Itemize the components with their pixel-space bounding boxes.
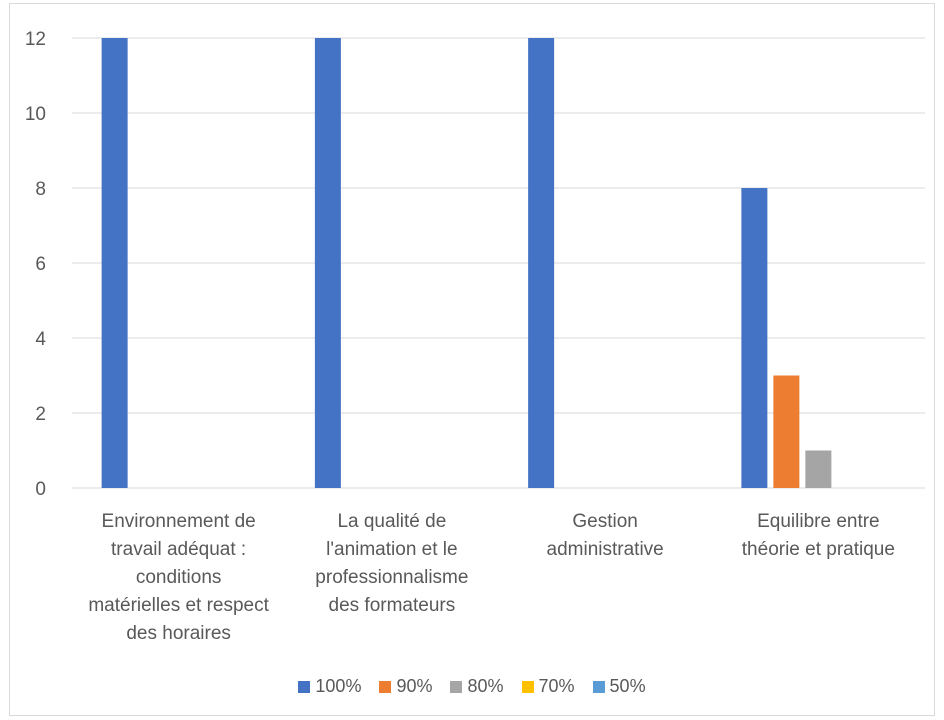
y-axis-tick-labels: 0 2 4 6 8 10 12 [25,29,47,500]
legend-item: 50% [592,676,646,697]
legend-swatch [592,680,605,693]
legend-label: 80% [467,676,504,696]
category-label-line: Gestion [572,511,637,532]
legend-swatch [379,680,392,693]
category-label-line: professionnalisme [315,567,468,588]
chart-frame [9,3,935,716]
category-label-line: l'animation et le [326,539,457,560]
legend-label: 70% [538,676,575,696]
category-label-line: des formateurs [329,595,456,616]
y-tick-label: 4 [35,329,46,350]
bar-90pct-cat4 [773,375,800,488]
legend-item: 70% [521,676,575,697]
legend-swatch [450,680,463,693]
legend-item: 80% [450,676,504,697]
category-label-line: La qualité de [337,511,446,532]
y-tick-label: 6 [35,254,46,275]
category-label-line: matérielles et respect [88,595,269,616]
category-label-line: Environnement de [102,511,256,532]
legend-swatch [521,680,534,693]
y-tick-label: 10 [25,104,46,125]
legend-label: 50% [609,676,646,696]
category-label-line: conditions [136,567,222,588]
legend-item: 100% [298,676,361,697]
category-label-line: travail adéquat : [111,539,246,560]
legend-item: 90% [379,676,432,697]
bar-100pct-cat1 [101,38,128,488]
legend: 100% 90% 80% 70% 50% [0,676,944,697]
bar-100pct-cat3 [528,38,555,488]
category-label-line: des horaires [126,623,231,644]
y-tick-label: 2 [35,404,46,425]
y-tick-label: 0 [35,479,46,500]
category-label-line: théorie et pratique [742,539,895,560]
category-label-line: administrative [547,539,664,560]
legend-swatch [298,680,311,693]
bar-80pct-cat4 [805,450,832,488]
x-axis-category-labels: Environnement de travail adéquat : conditi… [88,511,895,644]
bars [101,38,832,488]
category-label-line: Equilibre entre [757,511,880,532]
bar-100pct-cat2 [314,38,341,488]
y-tick-label: 8 [35,179,46,200]
bar-chart: 0 2 4 6 8 10 12 Environnement de travail adéqua… [25,29,925,644]
legend-label: 90% [396,676,433,696]
bar-100pct-cat4 [741,188,768,488]
legend-label: 100% [315,676,362,696]
y-tick-label: 12 [25,29,46,50]
